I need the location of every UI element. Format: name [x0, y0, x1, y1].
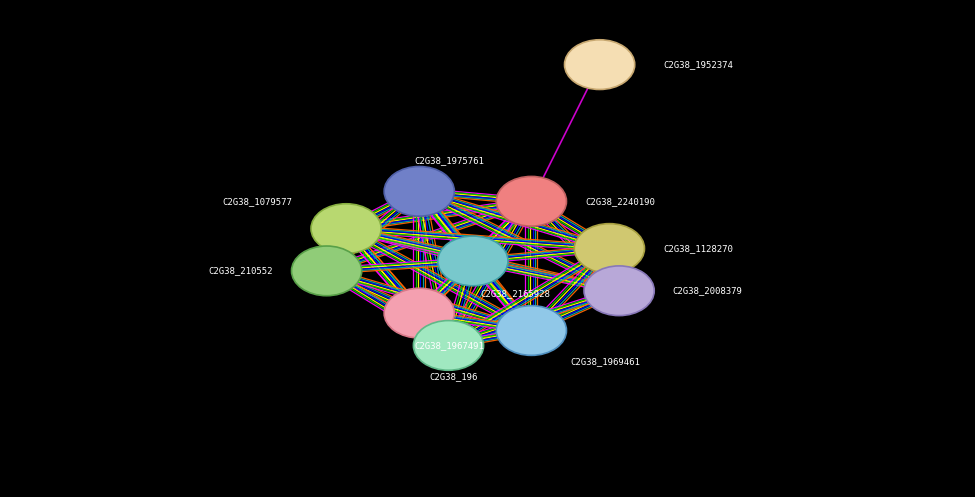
Text: C2G38_210552: C2G38_210552: [209, 266, 273, 275]
Text: C2G38_2165928: C2G38_2165928: [481, 289, 551, 298]
Ellipse shape: [565, 40, 635, 89]
Text: C2G38_196: C2G38_196: [429, 372, 478, 381]
Ellipse shape: [496, 176, 566, 226]
Ellipse shape: [574, 224, 644, 273]
Ellipse shape: [384, 288, 454, 338]
Text: C2G38_1079577: C2G38_1079577: [222, 197, 292, 206]
Text: C2G38_1128270: C2G38_1128270: [663, 244, 733, 253]
Text: C2G38_1967491: C2G38_1967491: [414, 341, 485, 350]
Text: C2G38_2008379: C2G38_2008379: [673, 286, 743, 295]
Text: C2G38_2240190: C2G38_2240190: [585, 197, 655, 206]
Ellipse shape: [384, 166, 454, 216]
Ellipse shape: [438, 236, 508, 286]
Text: C2G38_1969461: C2G38_1969461: [570, 357, 641, 366]
Text: C2G38_1952374: C2G38_1952374: [663, 60, 733, 69]
Text: C2G38_1975761: C2G38_1975761: [414, 156, 485, 165]
Ellipse shape: [413, 321, 484, 370]
Ellipse shape: [496, 306, 566, 355]
Ellipse shape: [311, 204, 381, 253]
Ellipse shape: [584, 266, 654, 316]
Ellipse shape: [292, 246, 362, 296]
